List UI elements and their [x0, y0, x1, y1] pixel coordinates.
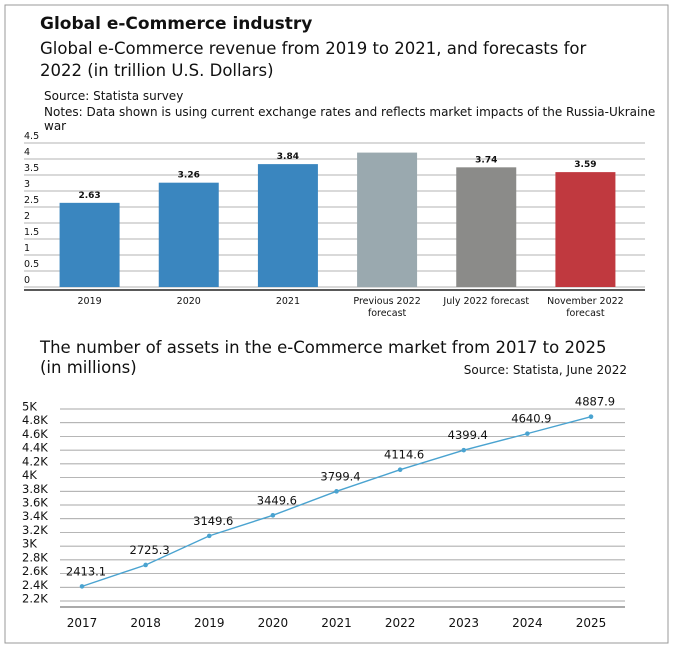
point: [79, 584, 85, 589]
y-tick-label: 0: [24, 275, 30, 286]
page-title: Global e-Commerce industry: [40, 14, 313, 34]
chart-title: The number of assets in the e-Commerce m…: [40, 338, 607, 377]
source: Source: Statista survey: [44, 89, 184, 103]
y-tick-label: 5K: [22, 400, 37, 414]
y-tick-label: 4.4K: [22, 441, 48, 455]
point: [397, 467, 403, 473]
y-tick-label: 3.6K: [22, 496, 48, 510]
data-label: 4640.9: [511, 412, 551, 426]
data-label: 2.63: [78, 191, 100, 201]
point: [206, 533, 212, 539]
data-label: 2725.3: [130, 543, 170, 557]
x-tick-label: 2022: [385, 616, 416, 630]
x-tick-label: 2023: [448, 616, 479, 630]
line: [81, 416, 592, 588]
x-tick-label: Previous 2022 forecast: [353, 296, 421, 319]
data-label: 3.26: [178, 171, 200, 181]
y-tick-label: 2.8K: [22, 550, 48, 564]
x-tick-label: 2018: [130, 616, 161, 630]
data-label: 3.74: [475, 155, 497, 165]
data-label: 3.84: [277, 152, 299, 162]
data-label: 4399.4: [448, 428, 488, 442]
x-tick-label: 2025: [576, 616, 607, 630]
point: [525, 431, 530, 436]
data-label: 3799.4: [320, 469, 360, 483]
y-tick-label: 0.5: [24, 259, 39, 270]
y-tick-label: 3K: [22, 537, 37, 551]
y-tick-label: 4.5: [24, 131, 39, 142]
y-tick-label: 4.6K: [22, 427, 48, 441]
y-tick-label: 3.5: [24, 163, 39, 174]
y-tick-label: 3: [24, 179, 30, 190]
point: [588, 414, 594, 419]
notes: Notes: Data shown is using current excha…: [44, 105, 656, 133]
y-tick-label: 4.8K: [22, 413, 48, 427]
y-tick-label: 3.8K: [22, 482, 48, 496]
x-tick-label: 2024: [512, 616, 543, 630]
x-tick-label: 2021: [321, 616, 352, 630]
point: [270, 513, 276, 518]
y-tick-label: 2.6K: [22, 564, 48, 578]
x-tick-label: 2021: [275, 296, 300, 307]
y-tick-label: 2.4K: [22, 578, 48, 592]
x-tick-label: July 2022 forecast: [443, 296, 530, 307]
x-tick-label: 2020: [258, 616, 289, 630]
x-tick-label: 2019: [77, 296, 102, 307]
y-tick-label: 4: [24, 147, 30, 158]
x-tick-label: November 2022 forecast: [547, 296, 624, 319]
data-label: 4887.9: [575, 395, 615, 409]
bar: [59, 202, 120, 287]
point: [461, 447, 467, 453]
y-tick-label: 2.2K: [22, 592, 48, 606]
data-label: 3149.6: [193, 514, 233, 528]
chart-title: Global e-Commerce revenue from 2019 to 2…: [40, 39, 587, 80]
y-tick-label: 3.4K: [22, 509, 48, 523]
bar: [357, 152, 418, 287]
source: Source: Statista, June 2022: [463, 363, 627, 377]
point: [334, 489, 339, 494]
y-tick-label: 3.2K: [22, 523, 48, 537]
bar: [257, 164, 318, 287]
bar: [456, 167, 517, 287]
y-tick-label: 4.2K: [22, 454, 48, 468]
data-label: 3449.6: [257, 493, 297, 507]
data-label: 4114.6: [384, 448, 424, 462]
data-label: 3.59: [574, 160, 596, 170]
y-tick-label: 1.5: [24, 227, 39, 238]
bar: [555, 172, 616, 287]
y-tick-label: 2: [24, 211, 30, 222]
y-tick-label: 2.5: [24, 195, 39, 206]
point: [143, 562, 148, 568]
frame: [4, 4, 669, 644]
bar: [158, 182, 219, 287]
y-tick-label: 1: [24, 243, 30, 254]
x-tick-label: 2017: [67, 616, 98, 630]
y-tick-label: 4K: [22, 468, 37, 482]
x-tick-label: 2019: [194, 616, 225, 630]
x-tick-label: 2020: [176, 296, 201, 307]
data-label: 2413.1: [66, 564, 106, 578]
